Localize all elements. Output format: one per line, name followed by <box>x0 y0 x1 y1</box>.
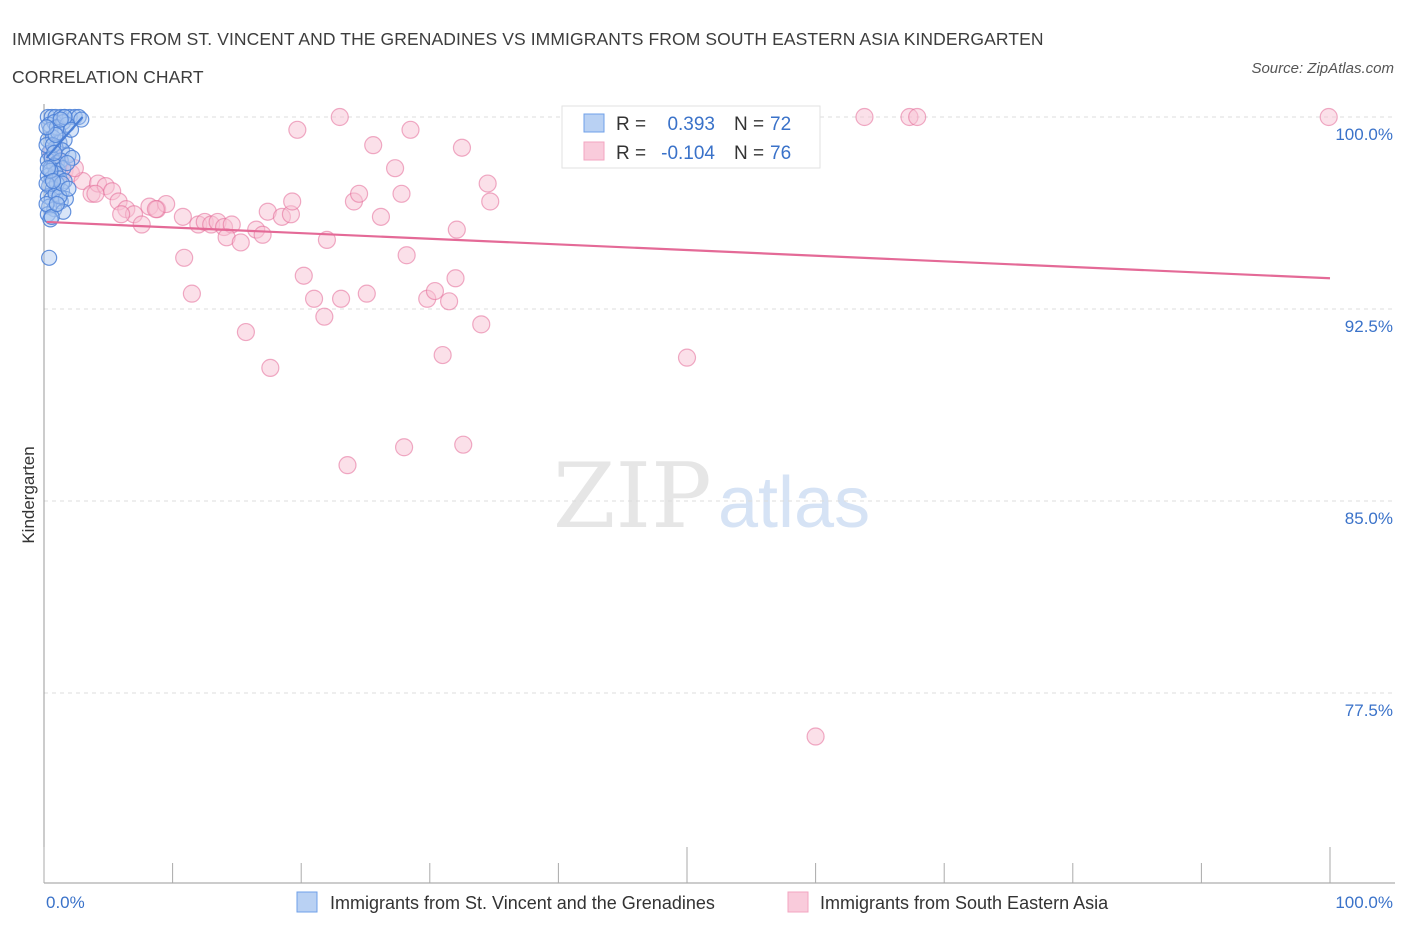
point-pink-41 <box>481 192 500 211</box>
point-pink-73 <box>86 184 105 203</box>
stats-r-label-pink: R = <box>616 143 646 164</box>
stats-swatch-pink <box>583 141 605 161</box>
y-tick-label-2: 85.0% <box>1345 509 1393 528</box>
point-pink-75 <box>146 200 165 219</box>
y-tick-label-3: 77.5% <box>1345 701 1393 720</box>
point-pink-74 <box>112 205 131 224</box>
point-pink-32 <box>317 230 337 249</box>
point-pink-61 <box>261 358 280 377</box>
point-pink-60 <box>236 322 256 342</box>
watermark-zip: ZIP <box>553 444 712 549</box>
x-tick-label-max: 100.0% <box>1335 893 1393 912</box>
point-pink-37 <box>392 184 411 203</box>
point-pink-57 <box>439 292 459 311</box>
stats-n-label-blue: N = <box>734 114 764 135</box>
stats-swatch-blue <box>583 113 605 133</box>
point-pink-66 <box>806 727 825 746</box>
point-blue-58 <box>42 162 59 179</box>
point-pink-63 <box>394 438 414 457</box>
point-pink-31 <box>283 192 302 211</box>
trend-line-blue <box>45 116 84 159</box>
point-pink-55 <box>425 281 445 301</box>
stats-r-label-blue: R = <box>616 114 646 135</box>
point-pink-35 <box>371 207 391 226</box>
stats-r-value-blue: 0.393 <box>667 114 715 135</box>
point-blue-71 <box>38 119 55 136</box>
point-pink-48 <box>294 266 313 285</box>
chart-source: Source: ZipAtlas.com <box>1251 60 1394 77</box>
point-pink-43 <box>288 120 307 139</box>
trend-lines <box>45 116 1331 280</box>
point-pink-27 <box>253 225 272 244</box>
y-tick-label-1: 92.5% <box>1345 317 1393 336</box>
point-pink-67 <box>855 107 874 127</box>
y-axis-label: Kindergarten <box>19 446 38 543</box>
series-pink-points <box>42 107 1338 746</box>
point-pink-39 <box>452 138 472 157</box>
point-pink-70 <box>1319 107 1338 127</box>
point-pink-46 <box>175 248 194 267</box>
point-pink-40 <box>478 174 497 193</box>
point-blue-68 <box>44 172 62 190</box>
point-pink-69 <box>908 107 927 127</box>
point-pink-17 <box>173 207 192 226</box>
legend-swatch-blue <box>296 891 318 913</box>
point-blue-64 <box>46 144 63 161</box>
point-blue-44 <box>57 190 74 208</box>
gridlines <box>44 116 1395 694</box>
legend-label-pink: Immigrants from South Eastern Asia <box>820 893 1109 913</box>
point-pink-58 <box>446 269 465 288</box>
point-blue-57 <box>59 154 76 172</box>
point-pink-53 <box>397 246 416 265</box>
point-pink-45 <box>401 120 420 139</box>
point-blue-65 <box>48 195 65 213</box>
stats-n-value-pink: 76 <box>770 143 791 164</box>
series-blue-points <box>38 108 90 266</box>
point-blue-50 <box>41 249 58 266</box>
point-pink-36 <box>385 159 405 178</box>
legend-swatch-pink <box>787 891 809 913</box>
stats-box: R = 0.393 N = 72 R = -0.104 N = 76 <box>561 105 821 169</box>
point-pink-42 <box>330 107 349 127</box>
point-pink-59 <box>472 315 491 334</box>
point-pink-65 <box>677 348 697 367</box>
stats-r-value-pink: -0.104 <box>661 143 715 164</box>
point-blue-7 <box>70 108 87 126</box>
point-pink-56 <box>433 345 452 365</box>
legend: Immigrants from St. Vincent and the Gren… <box>296 891 1109 913</box>
point-pink-52 <box>357 284 376 303</box>
point-blue-63 <box>53 175 71 192</box>
x-tick-label-min: 0.0% <box>46 893 85 912</box>
point-blue-66 <box>60 180 77 197</box>
point-pink-62 <box>338 456 357 475</box>
point-pink-25 <box>231 233 250 252</box>
point-pink-50 <box>315 307 334 326</box>
point-blue-70 <box>52 111 69 128</box>
point-pink-13 <box>132 215 151 234</box>
legend-label-blue: Immigrants from St. Vincent and the Gren… <box>330 893 715 913</box>
y-tick-label-0: 100.0% <box>1335 125 1393 144</box>
y-tick-labels: 100.0% 92.5% 85.0% 77.5% <box>1335 125 1393 720</box>
stats-n-value-blue: 72 <box>770 114 791 135</box>
watermark-atlas: atlas <box>718 463 870 543</box>
point-pink-34 <box>349 184 369 203</box>
point-pink-64 <box>454 435 473 454</box>
trend-line-pink <box>46 220 1331 280</box>
point-pink-38 <box>447 220 466 239</box>
stats-n-label-pink: N = <box>734 143 764 164</box>
chart-title: IMMIGRANTS FROM ST. VINCENT AND THE GREN… <box>12 29 1044 87</box>
axes <box>43 104 1395 884</box>
point-pink-49 <box>304 289 324 308</box>
point-pink-47 <box>182 284 201 303</box>
point-pink-51 <box>331 289 351 308</box>
point-pink-44 <box>364 136 383 155</box>
